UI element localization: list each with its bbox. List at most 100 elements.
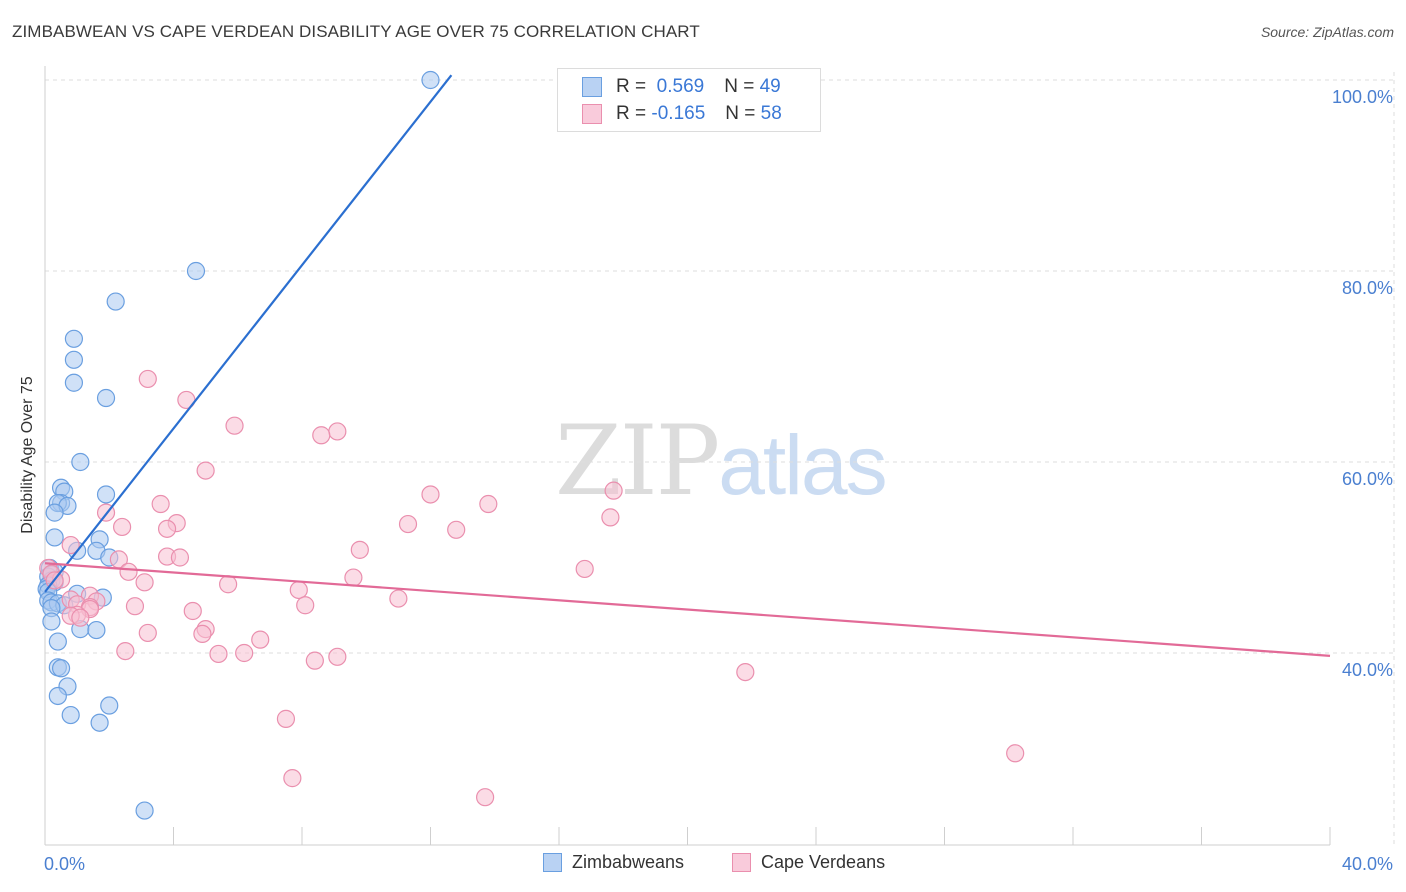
trend-line-zimbabweans bbox=[44, 74, 453, 593]
zimbabwean-point bbox=[186, 261, 206, 281]
cape-verdean-point bbox=[170, 548, 190, 567]
zimbabwean-point bbox=[64, 350, 84, 369]
cape-verdean-point bbox=[398, 514, 418, 534]
cape-verdean-point bbox=[421, 485, 440, 504]
cape-verdean-point bbox=[1006, 744, 1025, 763]
legend-r-label: R = bbox=[616, 103, 647, 124]
zimbabwean-point bbox=[100, 696, 119, 715]
grid-lines bbox=[45, 72, 1395, 845]
axes bbox=[44, 66, 1331, 846]
tick-labels: 40.0% 60.0% 80.0% 100.0% 0.0% 40.0% bbox=[44, 87, 1393, 874]
cape-verdean-point bbox=[219, 575, 238, 594]
legend-label-cape-verdeans: Cape Verdeans bbox=[761, 852, 886, 872]
series-zimbabweans bbox=[37, 70, 440, 820]
zimbabwean-point bbox=[421, 70, 440, 90]
cape-verdean-point bbox=[389, 589, 408, 608]
legend-n-label: N = bbox=[725, 103, 756, 124]
legend-swatch-blue bbox=[543, 853, 562, 872]
legend-r-label: R = bbox=[616, 76, 647, 97]
zimbabwean-point bbox=[71, 452, 90, 472]
y-tick-label: 100.0% bbox=[1332, 87, 1393, 107]
cape-verdean-point bbox=[225, 416, 244, 435]
cape-verdean-point bbox=[305, 651, 324, 670]
cape-verdean-point bbox=[312, 426, 331, 445]
zimbabwean-point bbox=[96, 388, 116, 408]
zimbabwean-point bbox=[90, 713, 109, 732]
cape-verdean-point bbox=[344, 568, 363, 587]
legend-r-value: -0.165 bbox=[651, 103, 706, 124]
zimbabwean-point bbox=[48, 632, 67, 651]
cape-verdean-point bbox=[296, 596, 315, 615]
watermark-atlas: atlas bbox=[718, 418, 887, 512]
zimbabwean-point bbox=[64, 373, 84, 392]
y-tick-label: 60.0% bbox=[1342, 469, 1393, 489]
zimbabwean-point bbox=[45, 503, 64, 522]
zimbabwean-point bbox=[87, 620, 106, 640]
legend-n-value: 58 bbox=[760, 103, 782, 124]
zimbabwean-point bbox=[51, 659, 71, 678]
y-tick-label: 80.0% bbox=[1342, 278, 1393, 298]
series-legend: Zimbabweans Cape Verdeans bbox=[0, 852, 1406, 876]
zimbabwean-point bbox=[135, 801, 154, 820]
cape-verdean-point bbox=[447, 520, 466, 539]
cape-verdean-point bbox=[193, 624, 212, 644]
x-tick-label-min: 0.0% bbox=[44, 854, 85, 874]
source-label: Source: ZipAtlas.com bbox=[1260, 24, 1394, 40]
legend-item-zimbabweans: Zimbabweans bbox=[543, 852, 684, 873]
cape-verdean-point bbox=[251, 630, 270, 649]
legend-n-value: 49 bbox=[759, 76, 781, 97]
x-tick-label-max: 40.0% bbox=[1342, 854, 1393, 874]
zimbabwean-point bbox=[42, 612, 61, 631]
cape-verdean-point bbox=[196, 461, 215, 480]
cape-verdean-point bbox=[736, 662, 755, 682]
cape-verdean-point bbox=[119, 562, 138, 581]
cape-verdean-point bbox=[350, 540, 369, 559]
zimbabwean-point bbox=[61, 705, 80, 725]
cape-verdean-point bbox=[125, 597, 145, 616]
cape-verdean-point bbox=[112, 517, 132, 537]
cape-verdean-point bbox=[604, 481, 623, 500]
trend-line-cape-verdeans bbox=[44, 562, 1331, 657]
trend-lines bbox=[44, 74, 1331, 657]
legend-row-zimbabweans: R = 0.569 N = 49 bbox=[582, 74, 781, 100]
cape-verdean-point bbox=[575, 559, 594, 579]
zimbabwean-point bbox=[45, 528, 64, 547]
cape-verdean-point bbox=[276, 709, 296, 728]
zimbabwean-point bbox=[48, 686, 67, 706]
cape-verdean-point bbox=[283, 769, 302, 788]
legend-swatch-pink bbox=[582, 104, 602, 124]
zimbabwean-point bbox=[106, 292, 125, 311]
cape-verdean-point bbox=[135, 573, 154, 592]
cape-verdean-point bbox=[138, 623, 157, 643]
legend-label-zimbabweans: Zimbabweans bbox=[572, 852, 685, 872]
stats-legend: R = 0.569 N = 49 R = -0.165 N = 58 bbox=[557, 68, 821, 132]
cape-verdean-point bbox=[479, 494, 498, 514]
cape-verdean-point bbox=[151, 494, 170, 514]
legend-row-cape-verdeans: R = -0.165 N = 58 bbox=[582, 101, 782, 127]
cape-verdean-point bbox=[209, 644, 228, 664]
cape-verdean-point bbox=[289, 580, 308, 600]
zimbabwean-point bbox=[64, 329, 84, 348]
cape-verdean-point bbox=[235, 643, 254, 663]
cape-verdean-point bbox=[116, 641, 135, 661]
cape-verdean-point bbox=[61, 535, 80, 555]
legend-item-cape-verdeans: Cape Verdeans bbox=[732, 852, 885, 873]
legend-swatch-blue bbox=[582, 77, 602, 97]
legend-swatch-pink bbox=[732, 853, 751, 872]
series-cape-verdeans bbox=[39, 369, 1025, 807]
chart-title: ZIMBABWEAN VS CAPE VERDEAN DISABILITY AG… bbox=[12, 22, 700, 41]
cape-verdean-point bbox=[328, 647, 347, 666]
y-tick-label: 40.0% bbox=[1342, 660, 1393, 680]
watermark: ZIPatlas bbox=[555, 405, 888, 517]
cape-verdean-point bbox=[71, 608, 90, 627]
cape-verdean-point bbox=[183, 601, 202, 621]
legend-r-value: 0.569 bbox=[656, 76, 705, 97]
cape-verdean-point bbox=[138, 369, 157, 389]
zimbabwean-point bbox=[96, 485, 116, 504]
cape-verdean-point bbox=[476, 788, 495, 807]
legend-n-label: N = bbox=[724, 76, 755, 97]
cape-verdean-point bbox=[328, 422, 347, 441]
cape-verdean-point bbox=[157, 519, 177, 538]
watermark-zip: ZIP bbox=[555, 405, 720, 517]
